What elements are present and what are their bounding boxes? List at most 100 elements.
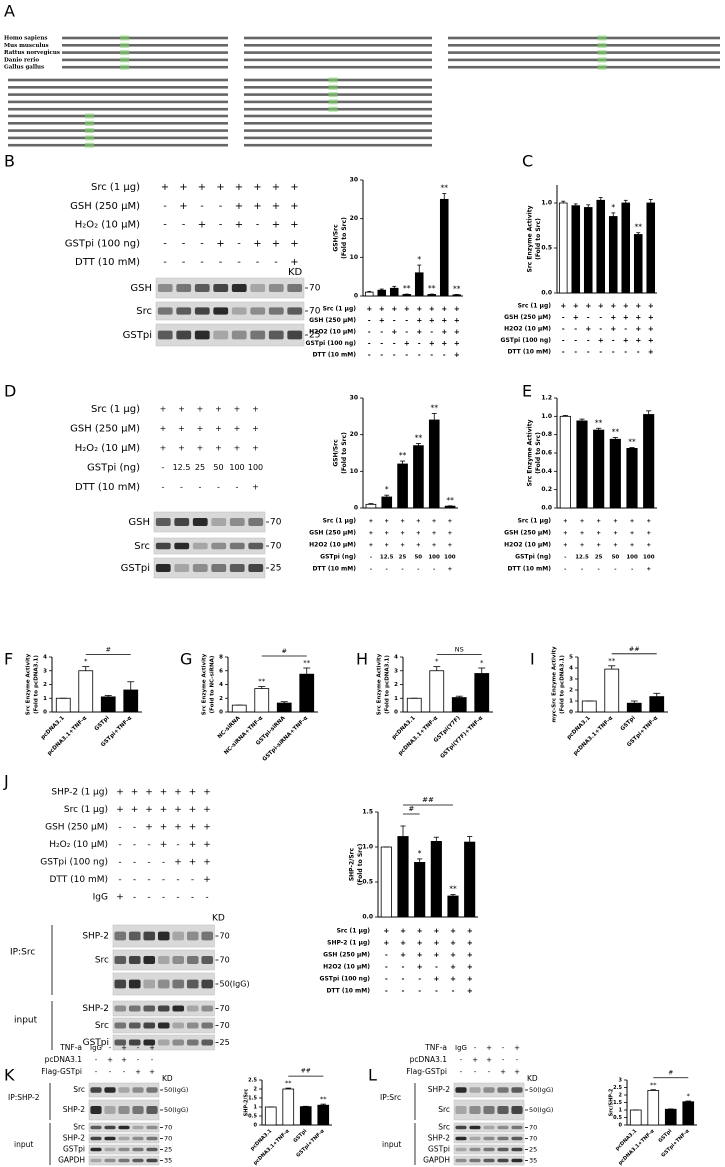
condition-label: pcDNA3.1 (410, 1055, 448, 1064)
size-marker: 70 (220, 1021, 230, 1030)
significance: ** (403, 284, 411, 293)
significance: ** (399, 451, 407, 460)
condition-sign: + (433, 951, 439, 959)
bar (380, 846, 392, 918)
y-tick-label: 0 (43, 710, 47, 716)
blot-band (469, 1158, 481, 1163)
significance: ** (608, 657, 616, 665)
condition-sign: + (630, 531, 635, 537)
species-name: Homo sapiens (4, 36, 47, 42)
condition-sign: - (418, 340, 421, 348)
blot-band (497, 1158, 509, 1163)
condition-sign: - (147, 840, 150, 850)
blot-band (211, 542, 227, 550)
y-axis-label: Src Enzyme Activity (202, 653, 208, 715)
blot-band (114, 931, 127, 941)
bracket-label: # (668, 1069, 673, 1076)
blot-band (143, 1005, 156, 1012)
condition-sign: - (385, 963, 388, 971)
condition-sign: + (384, 531, 389, 537)
species-name: Gallus gallus (4, 65, 44, 71)
condition-sign: + (417, 951, 423, 959)
condition-sign: + (500, 1068, 506, 1076)
condition-label: Flag-GSTpi (41, 1067, 82, 1076)
y-tick-label: 0.5 (613, 1115, 622, 1121)
blot-band (104, 1147, 116, 1152)
blot-band (157, 1005, 170, 1012)
y-tick-label: 0.5 (541, 245, 552, 252)
sequence-line (8, 100, 228, 104)
bar (282, 1088, 295, 1126)
blot-band (186, 979, 199, 989)
condition-sign: + (635, 337, 641, 345)
condition-sign: + (366, 305, 372, 313)
condition-sign: - (581, 567, 583, 573)
condition-sign: + (514, 1044, 520, 1052)
condition-sign: + (417, 927, 423, 935)
condition-sign: + (623, 302, 629, 310)
condition-sign: + (400, 951, 406, 959)
panel-label: L (368, 1066, 377, 1085)
condition-sign: + (290, 238, 298, 249)
condition-label: H₂O₂ (10 μM) (75, 220, 140, 231)
condition-sign: + (116, 893, 124, 903)
condition-sign: + (454, 351, 460, 359)
bar (406, 697, 422, 713)
blot-band (497, 1106, 509, 1114)
sequence-line (244, 93, 432, 96)
blot-band (172, 1022, 185, 1029)
blot-band (469, 1147, 481, 1152)
blot-band (132, 1106, 144, 1114)
condition-sign: - (562, 314, 565, 322)
sequence-line (8, 143, 228, 147)
blot-band (172, 956, 185, 964)
size-marker: 50(IgG) (164, 1106, 188, 1114)
sequence-highlight (85, 135, 94, 141)
y-tick-label: 1 (619, 1108, 623, 1114)
condition-sign: - (133, 893, 136, 903)
bracket-label: # (106, 646, 111, 654)
size-marker: 35 (164, 1157, 172, 1165)
condition-sign: + (197, 424, 204, 433)
sequence-line (244, 44, 432, 47)
sequence-line (244, 86, 432, 89)
blot-strip (453, 1082, 525, 1098)
condition-sign: - (162, 893, 165, 903)
condition-sign: 100 (444, 555, 456, 561)
condition-sign: + (585, 325, 591, 333)
sequence-line (8, 136, 228, 140)
bracket-label: ## (422, 796, 434, 804)
blot-strip (88, 1144, 160, 1155)
condition-sign: - (200, 238, 204, 249)
y-tick-label: 0 (569, 710, 573, 716)
y-axis-label: (Fold to Src) (535, 432, 542, 474)
condition-sign: - (163, 220, 167, 231)
blot-row-label: GSTpi (428, 1145, 450, 1154)
y-tick-label: 1.0 (362, 844, 373, 851)
condition-label: Src (1 μg) (337, 928, 371, 935)
bar (389, 287, 399, 297)
panel-label: F (4, 650, 13, 669)
y-axis-label: (Fold to pcDNA3.1) (34, 655, 40, 714)
significance: * (480, 659, 484, 667)
blot-strip (153, 511, 266, 533)
condition-sign: + (383, 927, 389, 935)
y-tick-label: 1.5 (248, 1096, 257, 1102)
blot-band (143, 956, 156, 964)
condition-label: GSH (250 μM) (309, 317, 356, 324)
condition-sign: 50 (414, 555, 422, 561)
condition-sign: - (564, 567, 566, 573)
sequence-line (448, 65, 720, 69)
condition-sign: - (237, 238, 241, 249)
sequence-highlight (597, 50, 607, 56)
condition-label: GSTpi (100 ng) (501, 337, 552, 344)
condition-sign: + (635, 314, 641, 322)
condition-sign: + (630, 519, 635, 525)
condition-sign: + (448, 519, 453, 525)
y-tick-label: 3 (43, 668, 47, 674)
condition-sign: 100 (229, 463, 244, 472)
blot-band (114, 979, 127, 989)
condition-sign: + (610, 325, 616, 333)
condition-sign: - (614, 567, 616, 573)
condition-sign: - (385, 975, 388, 983)
